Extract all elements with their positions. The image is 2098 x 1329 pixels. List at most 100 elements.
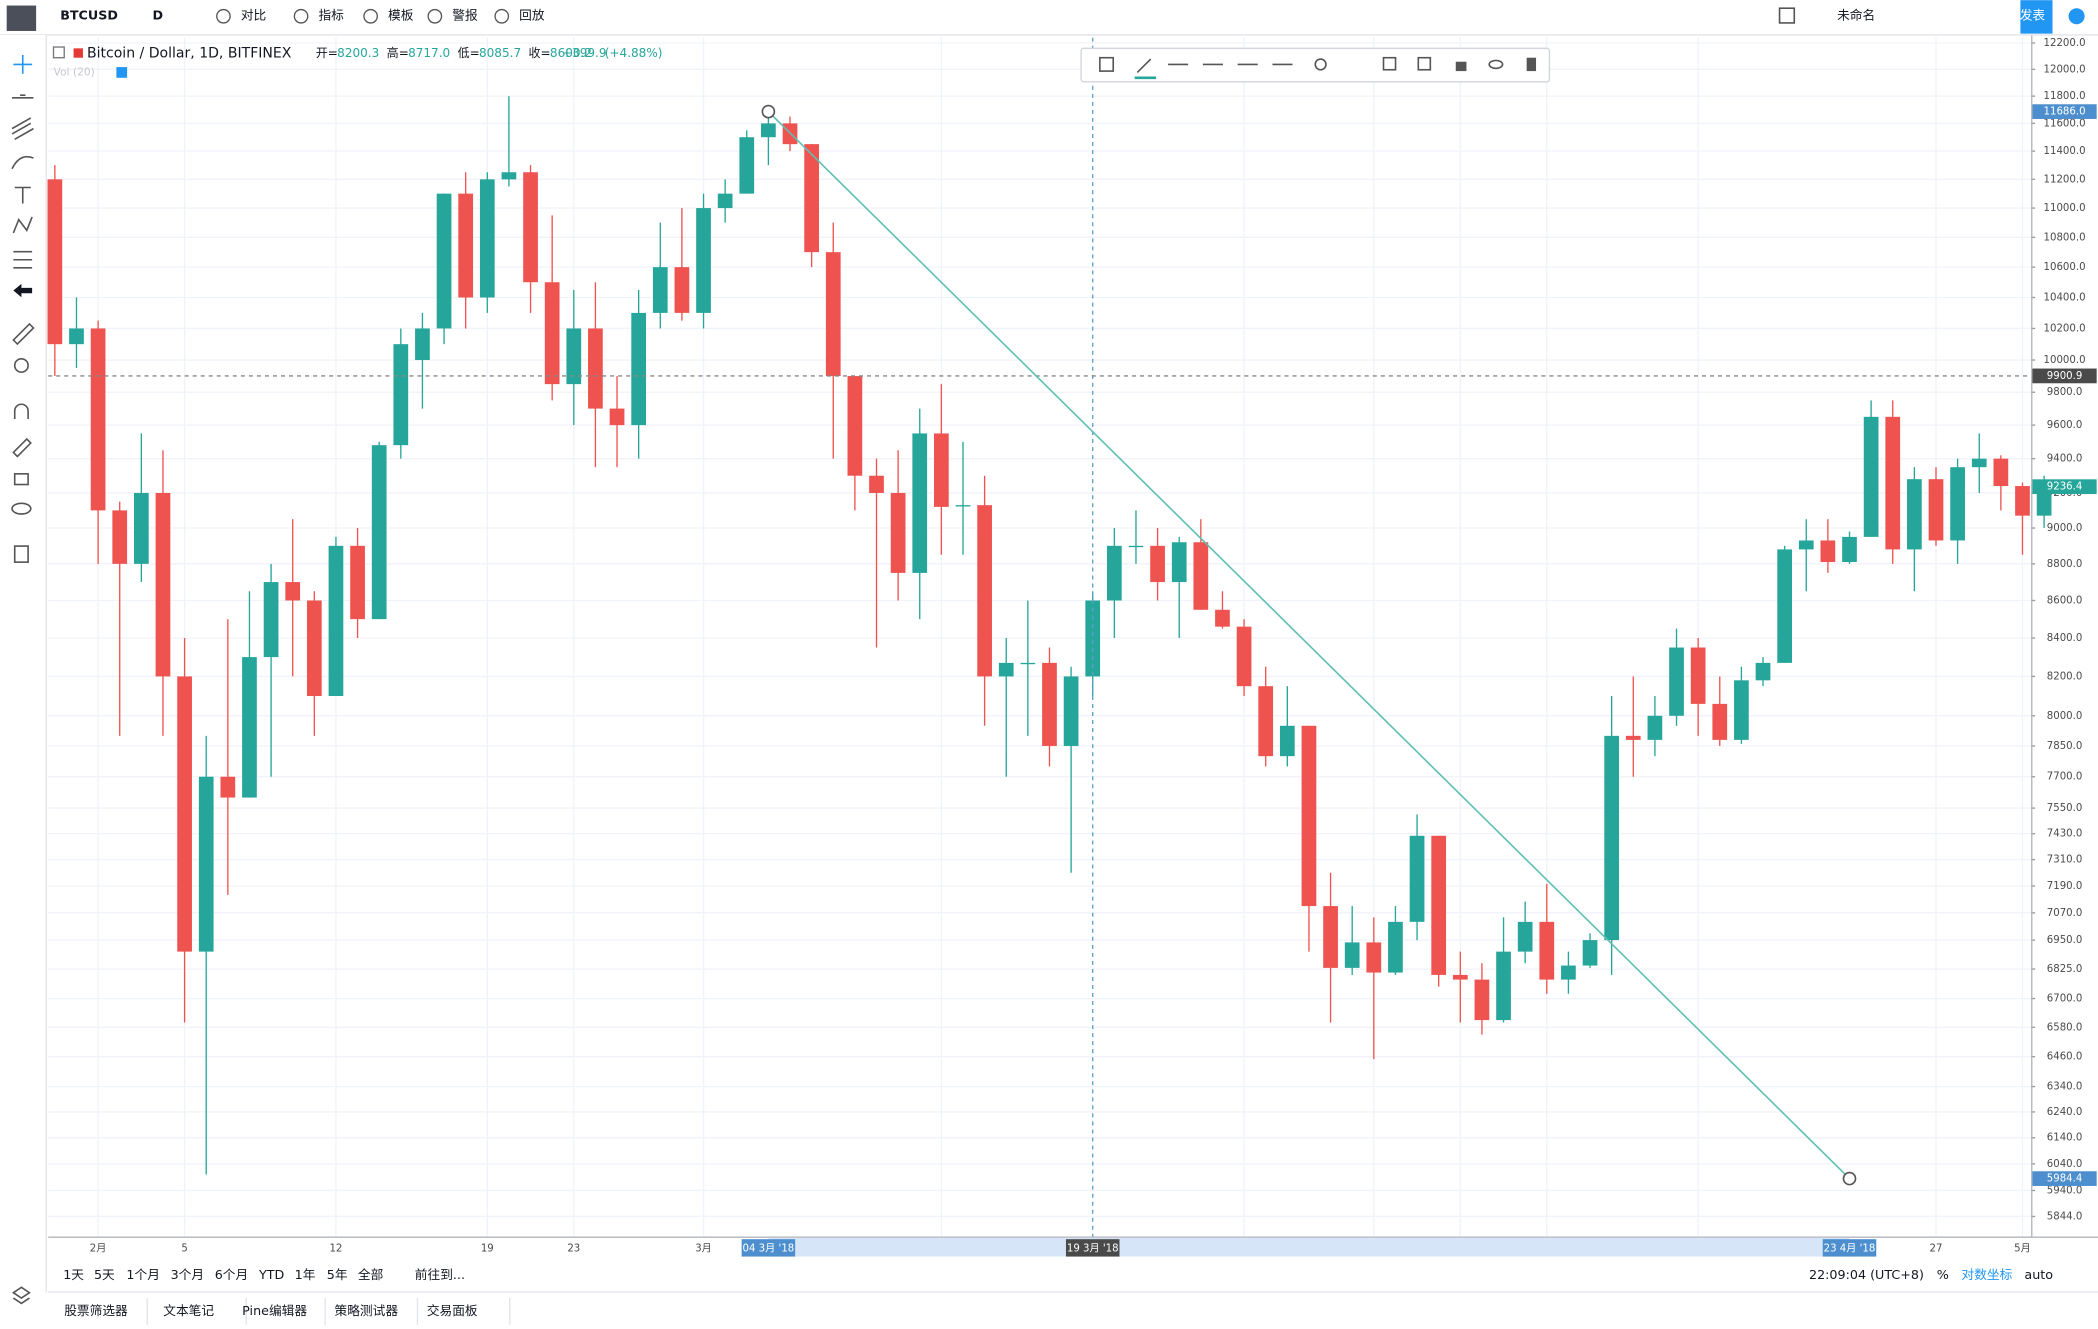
- interval[interactable]: D: [153, 8, 164, 23]
- tool-icon[interactable]: [14, 186, 31, 204]
- candle-body: [285, 582, 301, 601]
- avatar[interactable]: [6, 5, 37, 31]
- range-button[interactable]: YTD: [258, 1267, 285, 1282]
- bottom-tab[interactable]: 交易面板: [427, 1303, 478, 1318]
- tool-icon[interactable]: [1314, 58, 1327, 71]
- toolbar-button[interactable]: 回放: [519, 8, 545, 23]
- candle-body: [242, 657, 257, 798]
- tool-icon[interactable]: [13, 283, 33, 298]
- candle-body: [1366, 942, 1382, 973]
- toolbar-button[interactable]: 指标: [318, 8, 344, 23]
- candle-body: [890, 492, 906, 573]
- candle-body: [523, 172, 538, 283]
- layout-name[interactable]: 未命名: [1837, 8, 1875, 23]
- range-button[interactable]: 1年: [295, 1267, 316, 1282]
- candle-body: [1236, 626, 1252, 687]
- percent-toggle[interactable]: %: [1937, 1267, 1949, 1282]
- button-icon[interactable]: [363, 8, 378, 24]
- tool-icon[interactable]: [13, 473, 29, 486]
- y-tick-label: 7430.0: [2047, 829, 2083, 840]
- tool-icon[interactable]: [1526, 57, 1537, 72]
- candle-body: [1042, 662, 1057, 746]
- button-icon[interactable]: [494, 8, 510, 24]
- tool-icon[interactable]: [13, 250, 33, 269]
- date-tag-label: 23 4月 '18: [1824, 1243, 1876, 1255]
- legend-name: 低=: [458, 46, 480, 60]
- y-tick-label: 8000.0: [2047, 711, 2083, 722]
- candle-body: [133, 492, 149, 564]
- candle-body: [1106, 545, 1122, 601]
- tool-icon[interactable]: [12, 437, 32, 458]
- tool-icon[interactable]: [11, 1286, 31, 1305]
- candle-body: [1604, 735, 1620, 941]
- tool-icon[interactable]: [1136, 58, 1152, 73]
- price-axis: [2031, 34, 2098, 1237]
- tool-icon[interactable]: [1382, 56, 1397, 71]
- tool-icon[interactable]: [11, 117, 34, 141]
- range-button[interactable]: 3个月: [171, 1267, 205, 1282]
- candle-body: [1258, 686, 1274, 757]
- checkbox-icon[interactable]: [1778, 7, 1796, 24]
- play-icon[interactable]: [2068, 8, 2085, 25]
- range-button[interactable]: 1天: [63, 1267, 84, 1282]
- tool-icon[interactable]: [12, 216, 33, 234]
- button-icon[interactable]: [216, 8, 231, 24]
- candle-body: [1517, 921, 1533, 952]
- y-tick-label: 11200.0: [2044, 174, 2086, 185]
- x-tick-label: 23: [567, 1244, 580, 1255]
- legend-name: 开=: [316, 46, 338, 60]
- tool-icon[interactable]: [13, 403, 29, 419]
- symbol[interactable]: BTCUSD: [60, 8, 118, 23]
- candle-body: [566, 328, 582, 385]
- trend-handle[interactable]: [761, 104, 776, 119]
- tool-icon[interactable]: [1455, 61, 1467, 72]
- price-tag: [2032, 368, 2097, 384]
- tool-icon[interactable]: [13, 357, 29, 373]
- candle-body: [1755, 662, 1771, 681]
- tool-icon[interactable]: [12, 94, 34, 99]
- bottom-tab[interactable]: Pine编辑器: [242, 1303, 307, 1318]
- candle-body: [2015, 486, 2030, 516]
- publish-label[interactable]: 发表: [2020, 8, 2046, 23]
- candle-body: [1669, 647, 1684, 716]
- button-icon[interactable]: [293, 8, 309, 24]
- tool-icon[interactable]: [1099, 56, 1115, 72]
- date-tag-label: 19 3月 '18: [1067, 1243, 1119, 1255]
- x-tick-label: 5: [181, 1244, 187, 1255]
- tool-icon[interactable]: [12, 322, 35, 346]
- y-tick-label: 12000.0: [2044, 64, 2086, 75]
- symbol-icon: [73, 48, 83, 58]
- tool-icon[interactable]: [1488, 59, 1504, 70]
- goto-button[interactable]: 前往到...: [415, 1267, 465, 1282]
- bottom-tab[interactable]: 策略测试器: [335, 1303, 399, 1318]
- tool-icon[interactable]: [11, 155, 34, 170]
- range-button[interactable]: 5年: [327, 1267, 348, 1282]
- price-tag-label: 9900.9: [2047, 371, 2083, 382]
- toolbar-button[interactable]: 警报: [452, 8, 478, 23]
- tool-icon[interactable]: [13, 55, 33, 74]
- tool-icon[interactable]: [1417, 56, 1432, 71]
- range-button[interactable]: 6个月: [215, 1267, 248, 1282]
- toolbar-button[interactable]: 模板: [388, 8, 414, 23]
- button-icon[interactable]: [427, 8, 443, 24]
- bottom-tab[interactable]: 股票筛选器: [64, 1303, 128, 1318]
- candle-body: [1301, 725, 1317, 907]
- trend-handle[interactable]: [1842, 1171, 1857, 1186]
- candle-body: [415, 328, 430, 361]
- auto-toggle[interactable]: auto: [2024, 1267, 2053, 1282]
- candle-body: [544, 282, 560, 385]
- tool-icon[interactable]: [13, 545, 29, 563]
- candle-body: [934, 433, 949, 507]
- toolbar-button[interactable]: 对比: [241, 8, 266, 23]
- candle-body: [1907, 479, 1922, 550]
- y-tick-label: 7310.0: [2047, 855, 2083, 866]
- bottom-tab[interactable]: 文本笔记: [163, 1303, 214, 1318]
- range-button[interactable]: 5天: [94, 1267, 115, 1282]
- tool-icon[interactable]: [11, 502, 32, 515]
- candle-body: [1323, 906, 1338, 968]
- log-toggle[interactable]: 对数坐标: [1962, 1267, 2013, 1282]
- publish-button[interactable]: [2020, 0, 2053, 34]
- y-tick-label: 5844.0: [2047, 1211, 2083, 1222]
- range-button[interactable]: 1个月: [126, 1267, 160, 1282]
- range-button[interactable]: 全部: [358, 1267, 384, 1282]
